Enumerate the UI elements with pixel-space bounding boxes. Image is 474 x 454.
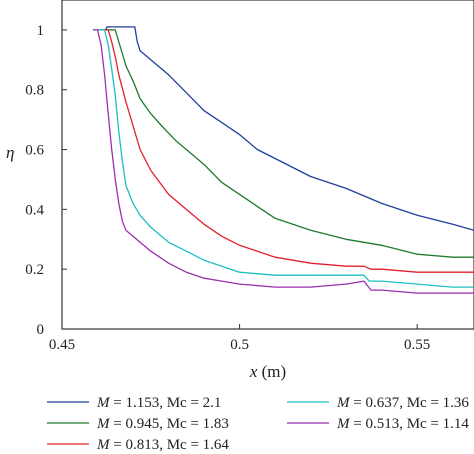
series-line-3 [97, 29, 474, 273]
y-tick-label: 0.2 [25, 262, 44, 278]
y-tick-label: 0.8 [25, 83, 44, 99]
series-line-5 [94, 29, 474, 294]
legend-entry-var: M [336, 416, 351, 432]
legend-entry-rest: = 0.637, Mc = 1.36 [350, 395, 470, 411]
legend-entry-var: M [96, 437, 111, 453]
y-tick-label: 0 [37, 322, 45, 338]
y-tick-label: 0.4 [25, 202, 44, 218]
legend-entry: M = 0.813, Mc = 1.64 [96, 437, 229, 453]
y-axis-ticks: 0 0.2 0.4 0.6 0.8 1 [25, 23, 67, 338]
y-tick-label: 0.6 [25, 143, 44, 159]
legend-entry: M = 1.153, Mc = 2.1 [96, 395, 221, 411]
legend-entry-rest: = 0.813, Mc = 1.64 [110, 437, 230, 453]
x-axis-label-var: x [249, 362, 258, 381]
legend: M = 1.153, Mc = 2.1M = 0.945, Mc = 1.83M… [47, 395, 469, 453]
x-tick-label: 0.55 [404, 337, 430, 353]
legend-entry-rest: = 1.153, Mc = 2.1 [110, 395, 222, 411]
series-line-1 [92, 26, 474, 231]
series-line-2 [101, 29, 474, 258]
legend-entry: M = 0.945, Mc = 1.83 [96, 416, 229, 432]
x-axis-ticks: 0.45 0.5 0.55 [49, 324, 430, 353]
legend-entry-rest: = 0.513, Mc = 1.14 [350, 416, 470, 432]
legend-entry: M = 0.637, Mc = 1.36 [336, 395, 469, 411]
y-tick-label: 1 [37, 23, 45, 39]
x-axis-label-unit: (m) [257, 362, 286, 381]
series-line-4 [97, 29, 474, 288]
series-layer [92, 26, 474, 294]
legend-entry-var: M [96, 416, 111, 432]
y-axis-label: η [6, 143, 14, 162]
plot-frame [61, 0, 474, 330]
x-tick-label: 0.5 [230, 337, 249, 353]
x-tick-label: 0.45 [49, 337, 75, 353]
x-axis-label: x (m) [249, 362, 286, 381]
legend-entry-var: M [336, 395, 351, 411]
legend-entry: M = 0.513, Mc = 1.14 [336, 416, 469, 432]
legend-entry-rest: = 0.945, Mc = 1.83 [110, 416, 229, 432]
legend-entry-var: M [96, 395, 111, 411]
